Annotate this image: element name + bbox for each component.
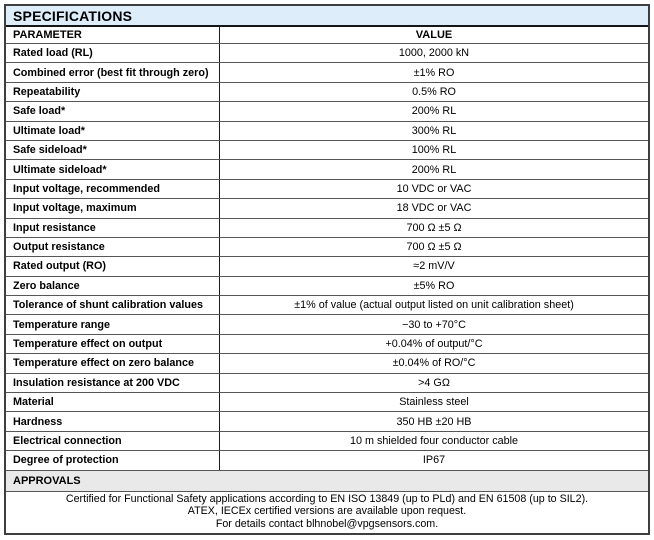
param-cell: Combined error (best fit through zero) — [6, 63, 220, 82]
table-row: Temperature effect on output +0.04% of o… — [6, 333, 648, 354]
value-cell: ±5% RO — [413, 279, 455, 292]
specifications-title: SPECIFICATIONS — [13, 7, 133, 24]
value-cell: >4 GΩ — [418, 376, 450, 389]
param-cell: Ultimate sideload* — [6, 160, 220, 179]
table-row: Insulation resistance at 200 VDC >4 GΩ — [6, 372, 648, 393]
param-cell: Output resistance — [6, 237, 220, 257]
param-cell: Temperature range — [6, 315, 220, 334]
value-cell: 1000, 2000 kN — [398, 47, 470, 60]
specifications-table: SPECIFICATIONS PARAMETER VALUE Rated loa… — [4, 4, 650, 535]
param-cell: Ultimate load* — [6, 121, 220, 140]
value-cell: 0.5% RO — [412, 85, 456, 98]
param-cell: Repeatability — [6, 82, 220, 102]
param-cell: Safe sideload* — [6, 140, 220, 160]
value-cell: 10 m shielded four conductor cable — [349, 435, 519, 447]
specifications-header: SPECIFICATIONS — [6, 6, 648, 27]
parameter-column-header: PARAMETER — [6, 27, 220, 43]
approvals-line: ATEX, IECEx certified versions are avail… — [187, 505, 467, 518]
column-header-row: PARAMETER VALUE — [6, 27, 648, 43]
table-row: Ultimate sideload* 200% RL — [6, 159, 648, 179]
table-row: Tolerance of shunt calibration values ±1… — [6, 295, 648, 315]
table-row: Temperature range −30 to +70°C — [6, 314, 648, 334]
value-cell: 10 VDC or VAC — [396, 182, 472, 195]
approvals-line: Certified for Functional Safety applicat… — [65, 492, 589, 505]
param-cell: Electrical connection — [6, 431, 220, 451]
table-row: Ultimate load* 300% RL — [6, 120, 648, 140]
param-cell: Rated output (RO) — [6, 257, 220, 276]
param-cell: Material — [6, 393, 220, 412]
param-cell: Tolerance of shunt calibration values — [6, 296, 220, 315]
value-cell: 200% RL — [411, 105, 457, 118]
table-row: Temperature effect on zero balance ±0.04… — [6, 353, 648, 373]
table-row: Combined error (best fit through zero) ±… — [6, 62, 648, 82]
table-row: Repeatability 0.5% RO — [6, 81, 648, 102]
table-row: Material Stainless steel — [6, 392, 648, 412]
value-cell: 700 Ω ±5 Ω — [406, 241, 462, 254]
table-row: Input voltage, maximum 18 VDC or VAC — [6, 198, 648, 218]
value-cell: +0.04% of output/°C — [385, 338, 483, 351]
table-row: Zero balance ±5% RO — [6, 275, 648, 296]
param-cell: Rated load (RL) — [6, 44, 220, 63]
param-cell: Input resistance — [6, 218, 220, 237]
table-row: Safe load* 200% RL — [6, 101, 648, 121]
value-cell: ≈2 mV/V — [413, 260, 455, 273]
table-row: Degree of protection IP67 — [6, 450, 648, 470]
param-cell: Temperature effect on output — [6, 334, 220, 354]
table-row: Safe sideload* 100% RL — [6, 139, 648, 160]
approvals-header: APPROVALS — [6, 469, 648, 491]
value-cell: ±1% RO — [413, 66, 455, 79]
param-cell: Input voltage, recommended — [6, 179, 220, 199]
value-cell: 350 HB ±20 HB — [396, 415, 472, 428]
table-row: Output resistance 700 Ω ±5 Ω — [6, 236, 648, 257]
table-row: Rated load (RL) 1000, 2000 kN — [6, 43, 648, 63]
spec-rows: Rated load (RL) 1000, 2000 kN Combined e… — [6, 43, 648, 470]
value-cell: ±1% of value (actual output listed on un… — [294, 299, 574, 312]
value-cell: IP67 — [422, 454, 446, 467]
value-column-header: VALUE — [415, 29, 453, 41]
param-cell: Zero balance — [6, 276, 220, 296]
value-cell: 300% RL — [411, 124, 457, 137]
param-cell: Degree of protection — [6, 451, 220, 470]
table-row: Input voltage, recommended 10 VDC or VAC — [6, 178, 648, 199]
param-cell: Hardness — [6, 412, 220, 431]
value-cell: 200% RL — [411, 163, 457, 176]
approvals-line: For details contact blhnobel@vpgsensors.… — [215, 518, 439, 531]
value-cell: −30 to +70°C — [402, 318, 466, 331]
approvals-text: Certified for Functional Safety applicat… — [6, 490, 648, 533]
value-cell: 700 Ω ±5 Ω — [406, 221, 462, 234]
param-cell: Insulation resistance at 200 VDC — [6, 373, 220, 393]
value-cell: Stainless steel — [399, 396, 469, 409]
table-row: Hardness 350 HB ±20 HB — [6, 411, 648, 431]
table-row: Rated output (RO) ≈2 mV/V — [6, 256, 648, 276]
value-cell: ±0.04% of RO/°C — [392, 357, 476, 370]
param-cell: Temperature effect on zero balance — [6, 354, 220, 373]
value-cell: 100% RL — [411, 144, 457, 157]
approvals-title: APPROVALS — [13, 474, 81, 487]
param-cell: Safe load* — [6, 102, 220, 121]
value-cell: 18 VDC or VAC — [396, 202, 472, 215]
param-cell: Input voltage, maximum — [6, 199, 220, 218]
table-row: Electrical connection 10 m shielded four… — [6, 430, 648, 451]
table-row: Input resistance 700 Ω ±5 Ω — [6, 217, 648, 237]
